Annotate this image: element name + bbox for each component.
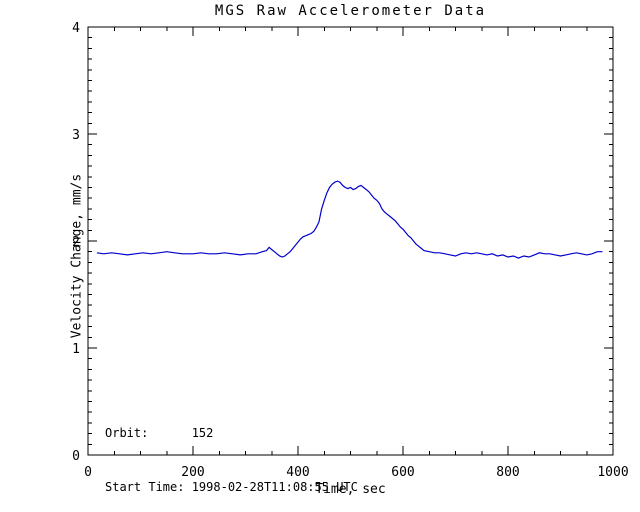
annotation-start-time: Start Time: 1998-02-28T11:08:55 UTC [105, 480, 358, 494]
y-tick-label: 2 [72, 235, 80, 250]
y-tick-label: 0 [72, 449, 80, 464]
x-tick-label: 600 [391, 465, 414, 480]
y-tick-label: 4 [72, 21, 80, 36]
annotation-block: Orbit: 152 Start Time: 1998-02-28T11:08:… [105, 388, 358, 512]
x-axis-label: Time, sec [315, 482, 386, 497]
x-tick-label: 800 [496, 465, 519, 480]
chart-title: MGS Raw Accelerometer Data [214, 3, 487, 19]
x-tick-label: 1000 [597, 465, 628, 480]
annotation-orbit: Orbit: 152 [105, 426, 214, 440]
y-tick-label: 3 [72, 128, 80, 143]
y-tick-label: 1 [72, 342, 80, 357]
data-curve-velocity-change [96, 180, 603, 259]
x-tick-label: 400 [286, 465, 309, 480]
x-tick-label: 200 [181, 465, 204, 480]
x-tick-label: 0 [84, 465, 92, 480]
